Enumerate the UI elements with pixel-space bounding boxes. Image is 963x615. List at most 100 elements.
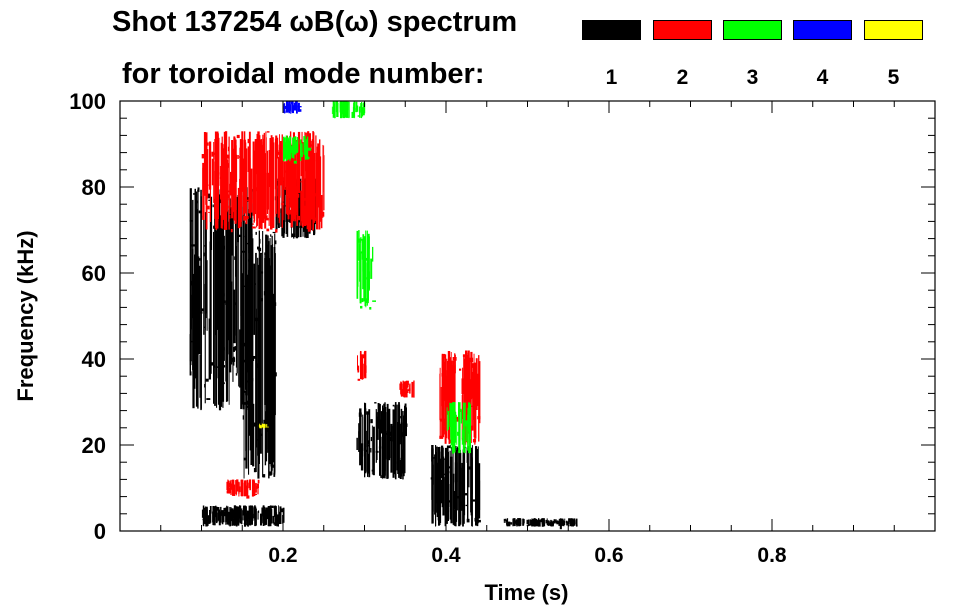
spectrum-streak	[270, 265, 272, 467]
spectrum-streak	[313, 153, 316, 223]
spectrum-streak	[241, 273, 243, 405]
spectrum-streak	[293, 137, 295, 160]
spectrum-streak	[403, 381, 405, 387]
spectrum-blob	[222, 512, 226, 517]
spectrum-blob	[297, 106, 302, 108]
spectrum-streak	[546, 518, 548, 526]
spectrum-streak	[462, 402, 465, 453]
spectrum-blob	[442, 426, 446, 431]
spectrum-streak	[244, 488, 246, 492]
spectrum-streak	[461, 378, 464, 394]
spectrum-streak	[251, 513, 254, 521]
spectrum-blob	[386, 474, 389, 478]
spectrum-streak	[239, 329, 242, 388]
spectrum-blob	[190, 280, 192, 286]
spectrum-streak	[289, 136, 292, 159]
spectrum-blob	[465, 424, 467, 427]
spectrum-streak	[555, 519, 557, 524]
spectrum-streak	[379, 403, 381, 476]
spectrum-streak	[515, 520, 518, 524]
spectrum-streak	[203, 507, 206, 524]
spectrum-streak	[556, 520, 559, 525]
spectrum-streak	[468, 406, 470, 451]
series-mode-3	[283, 101, 471, 454]
spectrum-region-mode-2	[357, 350, 367, 381]
spectrum-streak	[331, 106, 333, 114]
spectrum-streak	[241, 131, 244, 192]
spectrum-blob	[219, 513, 221, 516]
spectrum-blob	[459, 368, 462, 371]
spectrum-blob	[208, 184, 211, 186]
spectrum-blob	[261, 271, 264, 274]
spectrum-blob	[233, 302, 237, 306]
spectrum-streak	[295, 141, 298, 153]
spectrum-streak	[267, 235, 269, 450]
spectrum-blob	[321, 211, 325, 217]
legend-label-4: 4	[816, 66, 829, 89]
spectrum-region-mode-4	[283, 101, 302, 114]
spectrum-streak	[257, 264, 260, 479]
spectrum-blob	[306, 134, 308, 136]
spectrum-streak	[513, 522, 516, 525]
spectrum-blob	[213, 365, 215, 368]
series-mode-2	[201, 131, 481, 499]
spectrum-streak	[442, 459, 445, 516]
spectrum-blob	[253, 219, 255, 223]
spectrum-streak	[453, 509, 456, 526]
spectrum-streak	[302, 146, 305, 225]
spectrum-streak	[236, 513, 238, 523]
spectrum-streak	[264, 258, 266, 405]
spectrum-streak	[530, 519, 531, 526]
spectrum-blob	[258, 247, 262, 252]
spectrum-streak	[413, 380, 415, 398]
spectrum-streak	[235, 246, 237, 368]
spectrum-streak	[450, 416, 453, 438]
series-mode-4	[283, 101, 302, 114]
spectrum-streak	[434, 454, 436, 515]
spectrum-blob	[273, 332, 276, 335]
spectrum-blob	[360, 447, 364, 451]
spectrum-blob	[227, 190, 230, 193]
spectrum-blob	[255, 139, 258, 143]
spectrum-streak	[554, 520, 556, 523]
spectrum-blob	[358, 412, 362, 417]
spectrum-streak	[571, 519, 574, 527]
spectrum-blob	[205, 378, 209, 382]
spectrum-blob	[381, 475, 385, 479]
spectrum-blob	[227, 223, 229, 225]
spectrum-streak	[266, 172, 269, 210]
spectrum-blob	[298, 215, 300, 221]
spectrum-streak	[256, 143, 259, 219]
spectrum-blob	[236, 134, 240, 139]
spectrum-blob	[257, 267, 260, 270]
spectrum-blob	[224, 174, 227, 179]
spectrum-streak	[449, 450, 451, 520]
spectrum-blob	[225, 309, 228, 313]
spectrum-blob	[224, 137, 226, 139]
spectrum-streak	[472, 367, 474, 429]
spectrum-streak	[200, 189, 202, 411]
spectrum-blob	[197, 187, 200, 192]
spectrum-blob	[190, 371, 192, 376]
spectrum-blob	[360, 103, 363, 108]
spectrum-blob	[360, 371, 363, 374]
spectrum-streak	[541, 520, 544, 524]
spectrum-blob	[273, 472, 276, 477]
spectrum-streak	[245, 395, 248, 469]
spectrum-blob	[190, 340, 194, 343]
spectrum-blob	[266, 422, 270, 425]
spectrum-streak	[273, 311, 275, 412]
spectrum-blob	[281, 202, 284, 206]
spectrum-blob	[218, 223, 220, 227]
spectrum-blob	[364, 257, 369, 261]
spectrum-streak	[289, 104, 291, 111]
spectrum-streak	[392, 409, 395, 478]
spectrum-streak	[238, 194, 240, 387]
spectrum-blob	[432, 457, 436, 459]
spectrum-streak	[291, 144, 294, 217]
x-tick-label: 0.8	[757, 544, 787, 567]
spectrum-streak	[360, 443, 364, 471]
spectrum-streak	[445, 466, 447, 518]
spectrum-streak	[204, 212, 207, 314]
spectrum-blob	[266, 131, 270, 133]
